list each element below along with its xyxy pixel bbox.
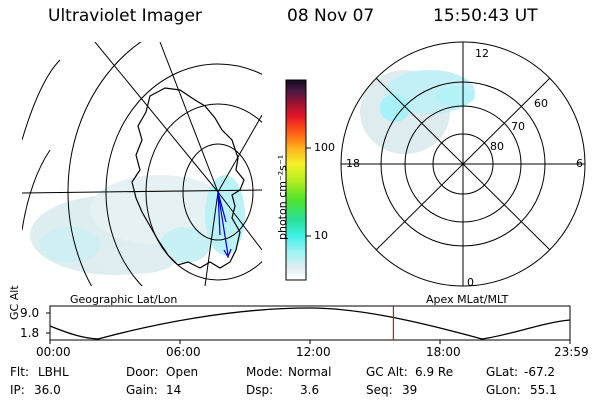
glon-label: GLon:: [486, 383, 521, 397]
left-map-caption: Geographic Lat/Lon: [70, 293, 178, 306]
seq-label: Seq:: [366, 383, 393, 397]
altitude-ytick-9: 9.0: [20, 306, 40, 320]
date-label: 08 Nov 07: [287, 6, 375, 26]
flt-label: Flt:: [10, 365, 29, 379]
door-label: Door:: [126, 365, 159, 379]
xtick-0600: 06:00: [166, 345, 201, 359]
lat-label-80: 80: [490, 140, 504, 153]
xtick-0000: 00:00: [36, 345, 71, 359]
instrument-title: Ultraviolet Imager: [48, 6, 202, 26]
dsp-value: 3.6: [300, 383, 320, 397]
mlt-label-18: 18: [346, 157, 360, 170]
colorbar-tick-100: 100: [314, 141, 335, 154]
gain-label: Gain:: [126, 383, 158, 397]
time-label: 15:50:43 UT: [433, 6, 538, 26]
ip-label: IP:: [10, 383, 25, 397]
glat-label: GLat:: [486, 365, 519, 379]
velocity-vector: [217, 191, 232, 259]
auroral-emission-left: [30, 175, 245, 275]
gcalt-value: 6.9 Re: [415, 365, 454, 379]
ip-value: 36.0: [34, 383, 61, 397]
mlt-label-12: 12: [475, 47, 489, 60]
mlt-label-0: 0: [467, 276, 474, 289]
dsp-label: Dsp:: [246, 383, 274, 397]
xtick-1800: 18:00: [426, 345, 461, 359]
lat-label-70: 70: [511, 120, 525, 133]
auroral-emission-right: [360, 70, 475, 154]
door-value: Open: [166, 365, 199, 379]
mlt-label-6: 6: [576, 157, 583, 170]
altitude-ytick-1-8: 1.8: [20, 326, 40, 340]
seq-value: 39: [402, 383, 418, 397]
colorbar-tick-10: 10: [314, 229, 328, 242]
mode-value: Normal: [288, 365, 332, 379]
xtick-2359: 23:59: [554, 345, 589, 359]
flt-value: LBHL: [38, 365, 69, 379]
glat-value: -67.2: [524, 365, 556, 379]
gcalt-label: GC Alt:: [366, 365, 408, 379]
glon-value: 55.1: [530, 383, 557, 397]
gain-value: 14: [166, 383, 182, 397]
xtick-1200: 12:00: [296, 345, 331, 359]
lat-label-60: 60: [534, 97, 548, 110]
coastline: [131, 87, 245, 269]
altitude-curve: [49, 307, 571, 340]
right-map-caption: Apex MLat/MLT: [426, 293, 509, 306]
mode-label: Mode:: [246, 365, 283, 379]
